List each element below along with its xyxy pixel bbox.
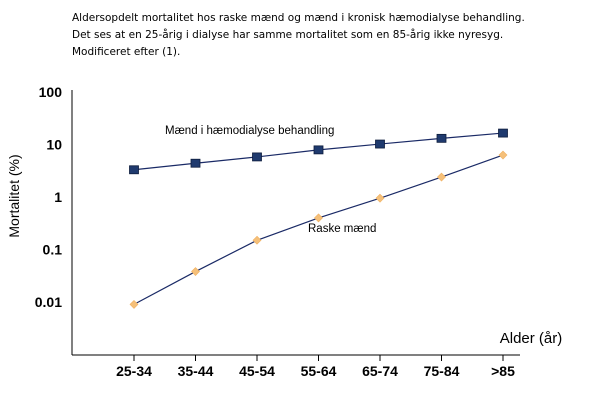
data-point-healthy — [437, 172, 446, 182]
x-tick-label: >85 — [491, 363, 515, 379]
y-tick-label: 0.01 — [35, 294, 62, 310]
y-axis-label: Mortalitet (%) — [6, 154, 22, 237]
data-point-dialysis — [436, 133, 447, 143]
x-tick-label: 35-44 — [178, 363, 214, 379]
x-tick-label: 75-84 — [424, 363, 460, 379]
series-label-healthy: Raske mænd — [308, 223, 376, 235]
data-point-dialysis — [498, 128, 508, 138]
data-point-dialysis — [190, 158, 201, 168]
caption-line-3: Modificeret efter (1). — [72, 46, 181, 58]
caption-line-1: Aldersopdelt mortalitet hos raske mænd o… — [72, 12, 525, 24]
y-tick-label: 1 — [54, 189, 62, 205]
x-tick-label: 25-34 — [116, 363, 152, 379]
x-tick-label: 45-54 — [239, 363, 275, 379]
data-point-healthy — [314, 213, 323, 223]
data-point-healthy — [252, 235, 262, 245]
data-point-healthy — [375, 193, 385, 203]
data-point-dialysis — [375, 139, 385, 149]
data-point-healthy — [191, 267, 200, 276]
data-point-dialysis — [129, 165, 139, 175]
x-axis-label: Alder (år) — [500, 330, 563, 347]
data-series — [129, 128, 508, 309]
y-tick-labels: 100 10 1 0.1 0.01 — [35, 84, 62, 310]
y-tick-label: 100 — [39, 84, 63, 100]
x-tick-marks — [133, 355, 504, 361]
series-label-dialysis: Mænd i hæmodialyse behandling — [165, 125, 334, 137]
caption-line-2: Det ses at en 25-årig i dialyse har samm… — [72, 29, 504, 41]
data-point-healthy — [129, 299, 139, 309]
y-tick-label: 10 — [46, 137, 62, 153]
figure-caption: Aldersopdelt mortalitet hos raske mænd o… — [72, 10, 602, 61]
data-point-dialysis — [252, 152, 262, 162]
data-point-healthy — [498, 150, 508, 160]
x-tick-labels: 25-34 35-44 45-54 55-64 65-74 75-84 >85 — [116, 363, 515, 379]
data-point-dialysis — [313, 145, 324, 155]
x-tick-label: 65-74 — [362, 363, 398, 379]
x-tick-label: 55-64 — [301, 363, 337, 379]
y-tick-label: 0.1 — [43, 242, 63, 258]
